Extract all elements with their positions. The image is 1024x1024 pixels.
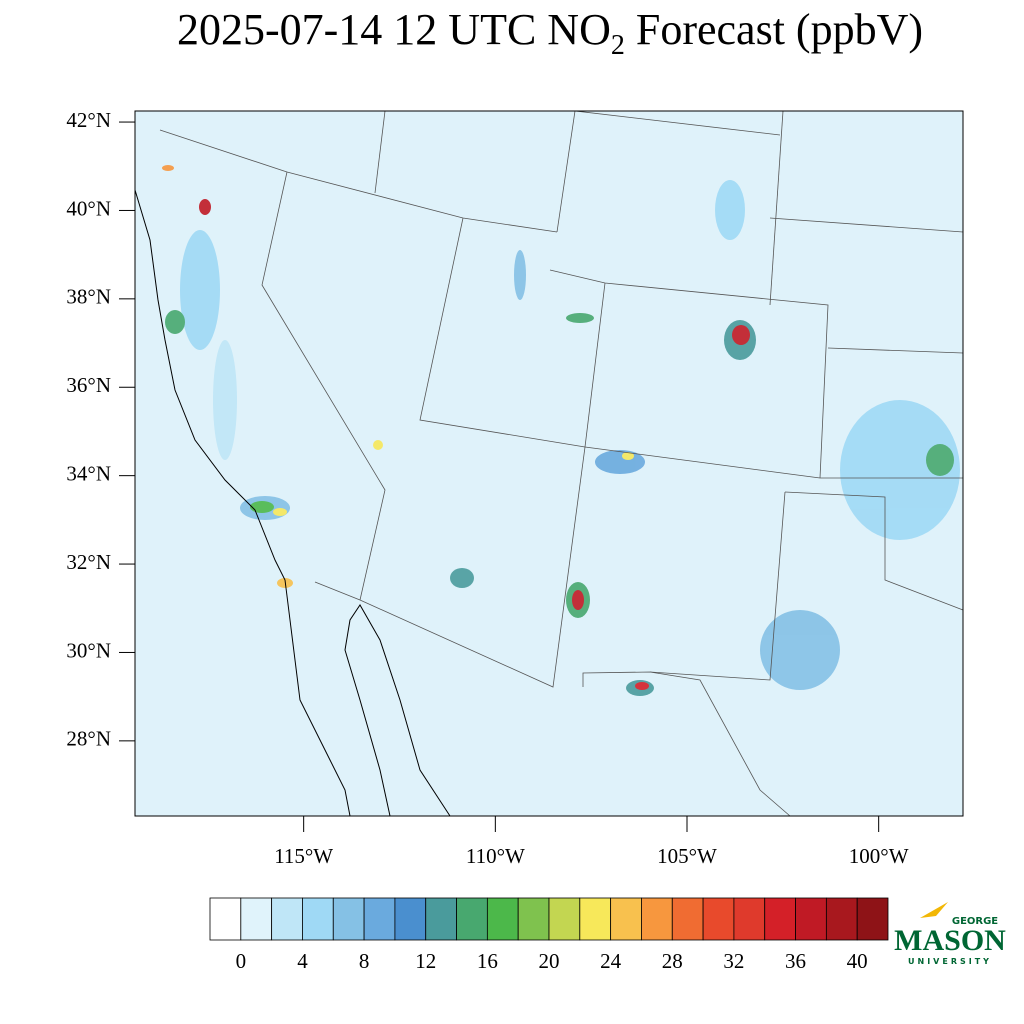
border xyxy=(549,269,829,479)
y-tick-label: 34°N xyxy=(66,461,111,485)
colorbar-label: 36 xyxy=(785,949,806,973)
y-tick-label: 30°N xyxy=(66,638,111,662)
colorbar-box xyxy=(486,897,519,941)
plume xyxy=(373,440,383,450)
border xyxy=(261,171,386,601)
y-tick-label: 40°N xyxy=(66,196,111,220)
title-tail: Forecast (ppbV) xyxy=(625,5,923,54)
plume xyxy=(514,250,526,300)
plume xyxy=(250,501,274,513)
plume xyxy=(715,180,745,240)
y-tick-label: 36°N xyxy=(66,373,111,397)
plume xyxy=(926,444,954,476)
border xyxy=(314,282,606,688)
plume xyxy=(273,508,287,516)
colorbar-label: 20 xyxy=(539,949,560,973)
y-tick-label: 28°N xyxy=(66,727,111,751)
colorbar-label: 28 xyxy=(662,949,683,973)
colorbar-label: 12 xyxy=(415,949,436,973)
colorbar-box xyxy=(363,897,396,941)
border xyxy=(769,217,964,233)
colorbar-box xyxy=(795,897,827,941)
border xyxy=(374,110,386,194)
colorbar-label: 16 xyxy=(477,949,498,973)
colorbar-box xyxy=(733,897,766,941)
coastline xyxy=(344,604,451,817)
logo-top: GEORGE xyxy=(952,916,998,927)
x-tick-label: 105°W xyxy=(657,844,717,868)
plume xyxy=(180,230,220,350)
plume xyxy=(732,325,750,345)
logo-swoosh xyxy=(920,902,948,918)
colorbar: 0 4 8 12 16 20 24 28 32 36 40 xyxy=(209,897,889,973)
colorbar-box xyxy=(394,897,427,941)
colorbar-box xyxy=(332,897,365,941)
colorbar-box xyxy=(856,897,889,941)
plume xyxy=(162,165,174,171)
colorbar-box xyxy=(671,897,704,941)
y-tick-label: 42°N xyxy=(66,108,111,132)
coastline xyxy=(134,189,351,817)
plume xyxy=(165,310,185,334)
colorbar-box xyxy=(610,897,642,941)
plume xyxy=(199,199,211,215)
map: 42°N 40°N 38°N 36°N 34°N 32°N 30°N 28°N 115°W 110… xyxy=(66,108,964,868)
colorbar-box xyxy=(271,897,303,941)
plume xyxy=(635,682,649,690)
title-main: 2025-07-14 12 UTC NO xyxy=(177,5,611,54)
coastline xyxy=(134,189,451,817)
colorbar-box xyxy=(517,897,550,941)
colorbar-box xyxy=(240,897,273,941)
colorbar-label: 0 xyxy=(236,949,247,973)
colorbar-box xyxy=(548,897,581,941)
title-sub: 2 xyxy=(611,30,625,61)
title: 2025-07-14 12 UTC NO2 Forecast (ppbV) xyxy=(177,5,923,61)
y-tick-label: 38°N xyxy=(66,285,111,309)
plumes xyxy=(162,165,960,696)
colorbar-box xyxy=(456,897,488,941)
colorbar-box xyxy=(209,897,242,941)
colorbar-label: 4 xyxy=(297,949,308,973)
plume xyxy=(213,340,237,460)
border xyxy=(827,347,964,354)
plume xyxy=(572,590,584,610)
colorbar-label: 8 xyxy=(359,949,370,973)
colorbar-box xyxy=(425,897,457,941)
colorbar-box xyxy=(641,897,673,941)
colorbar-box xyxy=(702,897,735,941)
colorbar-box xyxy=(764,897,796,941)
colorbar-box xyxy=(302,897,334,941)
x-tick-label: 110°W xyxy=(466,844,525,868)
y-tick-label: 32°N xyxy=(66,550,111,574)
border xyxy=(784,491,964,611)
colorbar-label: 32 xyxy=(723,949,744,973)
map-background xyxy=(135,111,963,816)
border xyxy=(769,110,784,306)
border xyxy=(649,671,791,817)
x-tick-label: 100°W xyxy=(849,844,909,868)
plume xyxy=(450,568,474,588)
logo-main: MASON xyxy=(894,924,1006,957)
colorbar-label: 40 xyxy=(847,949,868,973)
map-frame xyxy=(134,110,964,817)
plume xyxy=(760,610,840,690)
border xyxy=(159,129,558,233)
plume xyxy=(840,400,960,540)
colorbar-box xyxy=(579,897,612,941)
logo-bottom: UNIVERSITY xyxy=(908,957,992,966)
state-borders xyxy=(159,110,964,817)
logo: GEORGE MASON UNIVERSITY xyxy=(894,902,1006,966)
plume xyxy=(622,452,634,460)
colorbar-box xyxy=(825,897,858,941)
plume xyxy=(566,313,594,323)
colorbar-label: 24 xyxy=(600,949,622,973)
x-tick-label: 115°W xyxy=(274,844,333,868)
